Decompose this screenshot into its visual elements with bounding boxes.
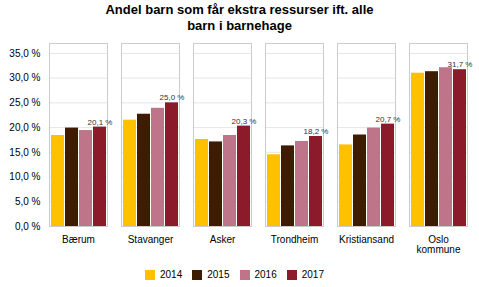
svg-text:Stavanger: Stavanger xyxy=(128,234,174,245)
svg-text:30,0 %: 30,0 % xyxy=(9,73,40,84)
svg-text:0,0 %: 0,0 % xyxy=(15,221,41,232)
svg-text:Bærum: Bærum xyxy=(62,234,95,245)
svg-text:Asker: Asker xyxy=(210,234,236,245)
svg-text:25,0 %: 25,0 % xyxy=(9,97,40,108)
svg-text:20,3 %: 20,3 % xyxy=(232,117,257,126)
svg-text:15,0 %: 15,0 % xyxy=(9,147,40,158)
svg-text:18,2 %: 18,2 % xyxy=(304,127,329,136)
html-text:2017: 2017 xyxy=(301,269,324,281)
svg-text:Oslokommune: Oslokommune xyxy=(417,234,461,255)
svg-text:10,0 %: 10,0 % xyxy=(9,171,40,182)
svg-text:25,0 %: 25,0 % xyxy=(160,94,185,103)
svg-text:Kristiansand: Kristiansand xyxy=(339,234,394,245)
svg-text:5,0 %: 5,0 % xyxy=(15,196,41,207)
svg-text:20,7 %: 20,7 % xyxy=(376,115,401,124)
html-text:Andel barn som får ekstra ress: Andel barn som får ekstra ressurser ift.… xyxy=(105,2,374,33)
html-text:2016: 2016 xyxy=(254,269,277,281)
svg-text:Trondheim: Trondheim xyxy=(271,234,318,245)
html-text:2015: 2015 xyxy=(207,269,230,281)
html-text:2014: 2014 xyxy=(160,269,183,281)
svg-text:20,0 %: 20,0 % xyxy=(9,122,40,133)
svg-text:20,1 %: 20,1 % xyxy=(88,118,113,127)
svg-text:35,0 %: 35,0 % xyxy=(9,48,40,59)
svg-text:31,7 %: 31,7 % xyxy=(448,60,473,69)
